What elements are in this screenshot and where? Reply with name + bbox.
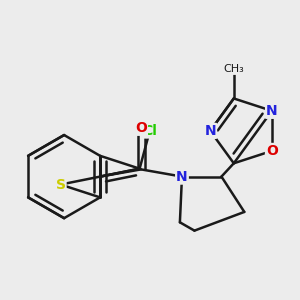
Text: N: N bbox=[176, 169, 188, 184]
Text: CH₃: CH₃ bbox=[224, 64, 244, 74]
Text: N: N bbox=[266, 104, 278, 118]
Text: O: O bbox=[266, 144, 278, 158]
Text: O: O bbox=[135, 121, 147, 135]
Text: N: N bbox=[204, 124, 216, 138]
Text: Cl: Cl bbox=[142, 124, 157, 137]
Text: S: S bbox=[56, 178, 66, 191]
